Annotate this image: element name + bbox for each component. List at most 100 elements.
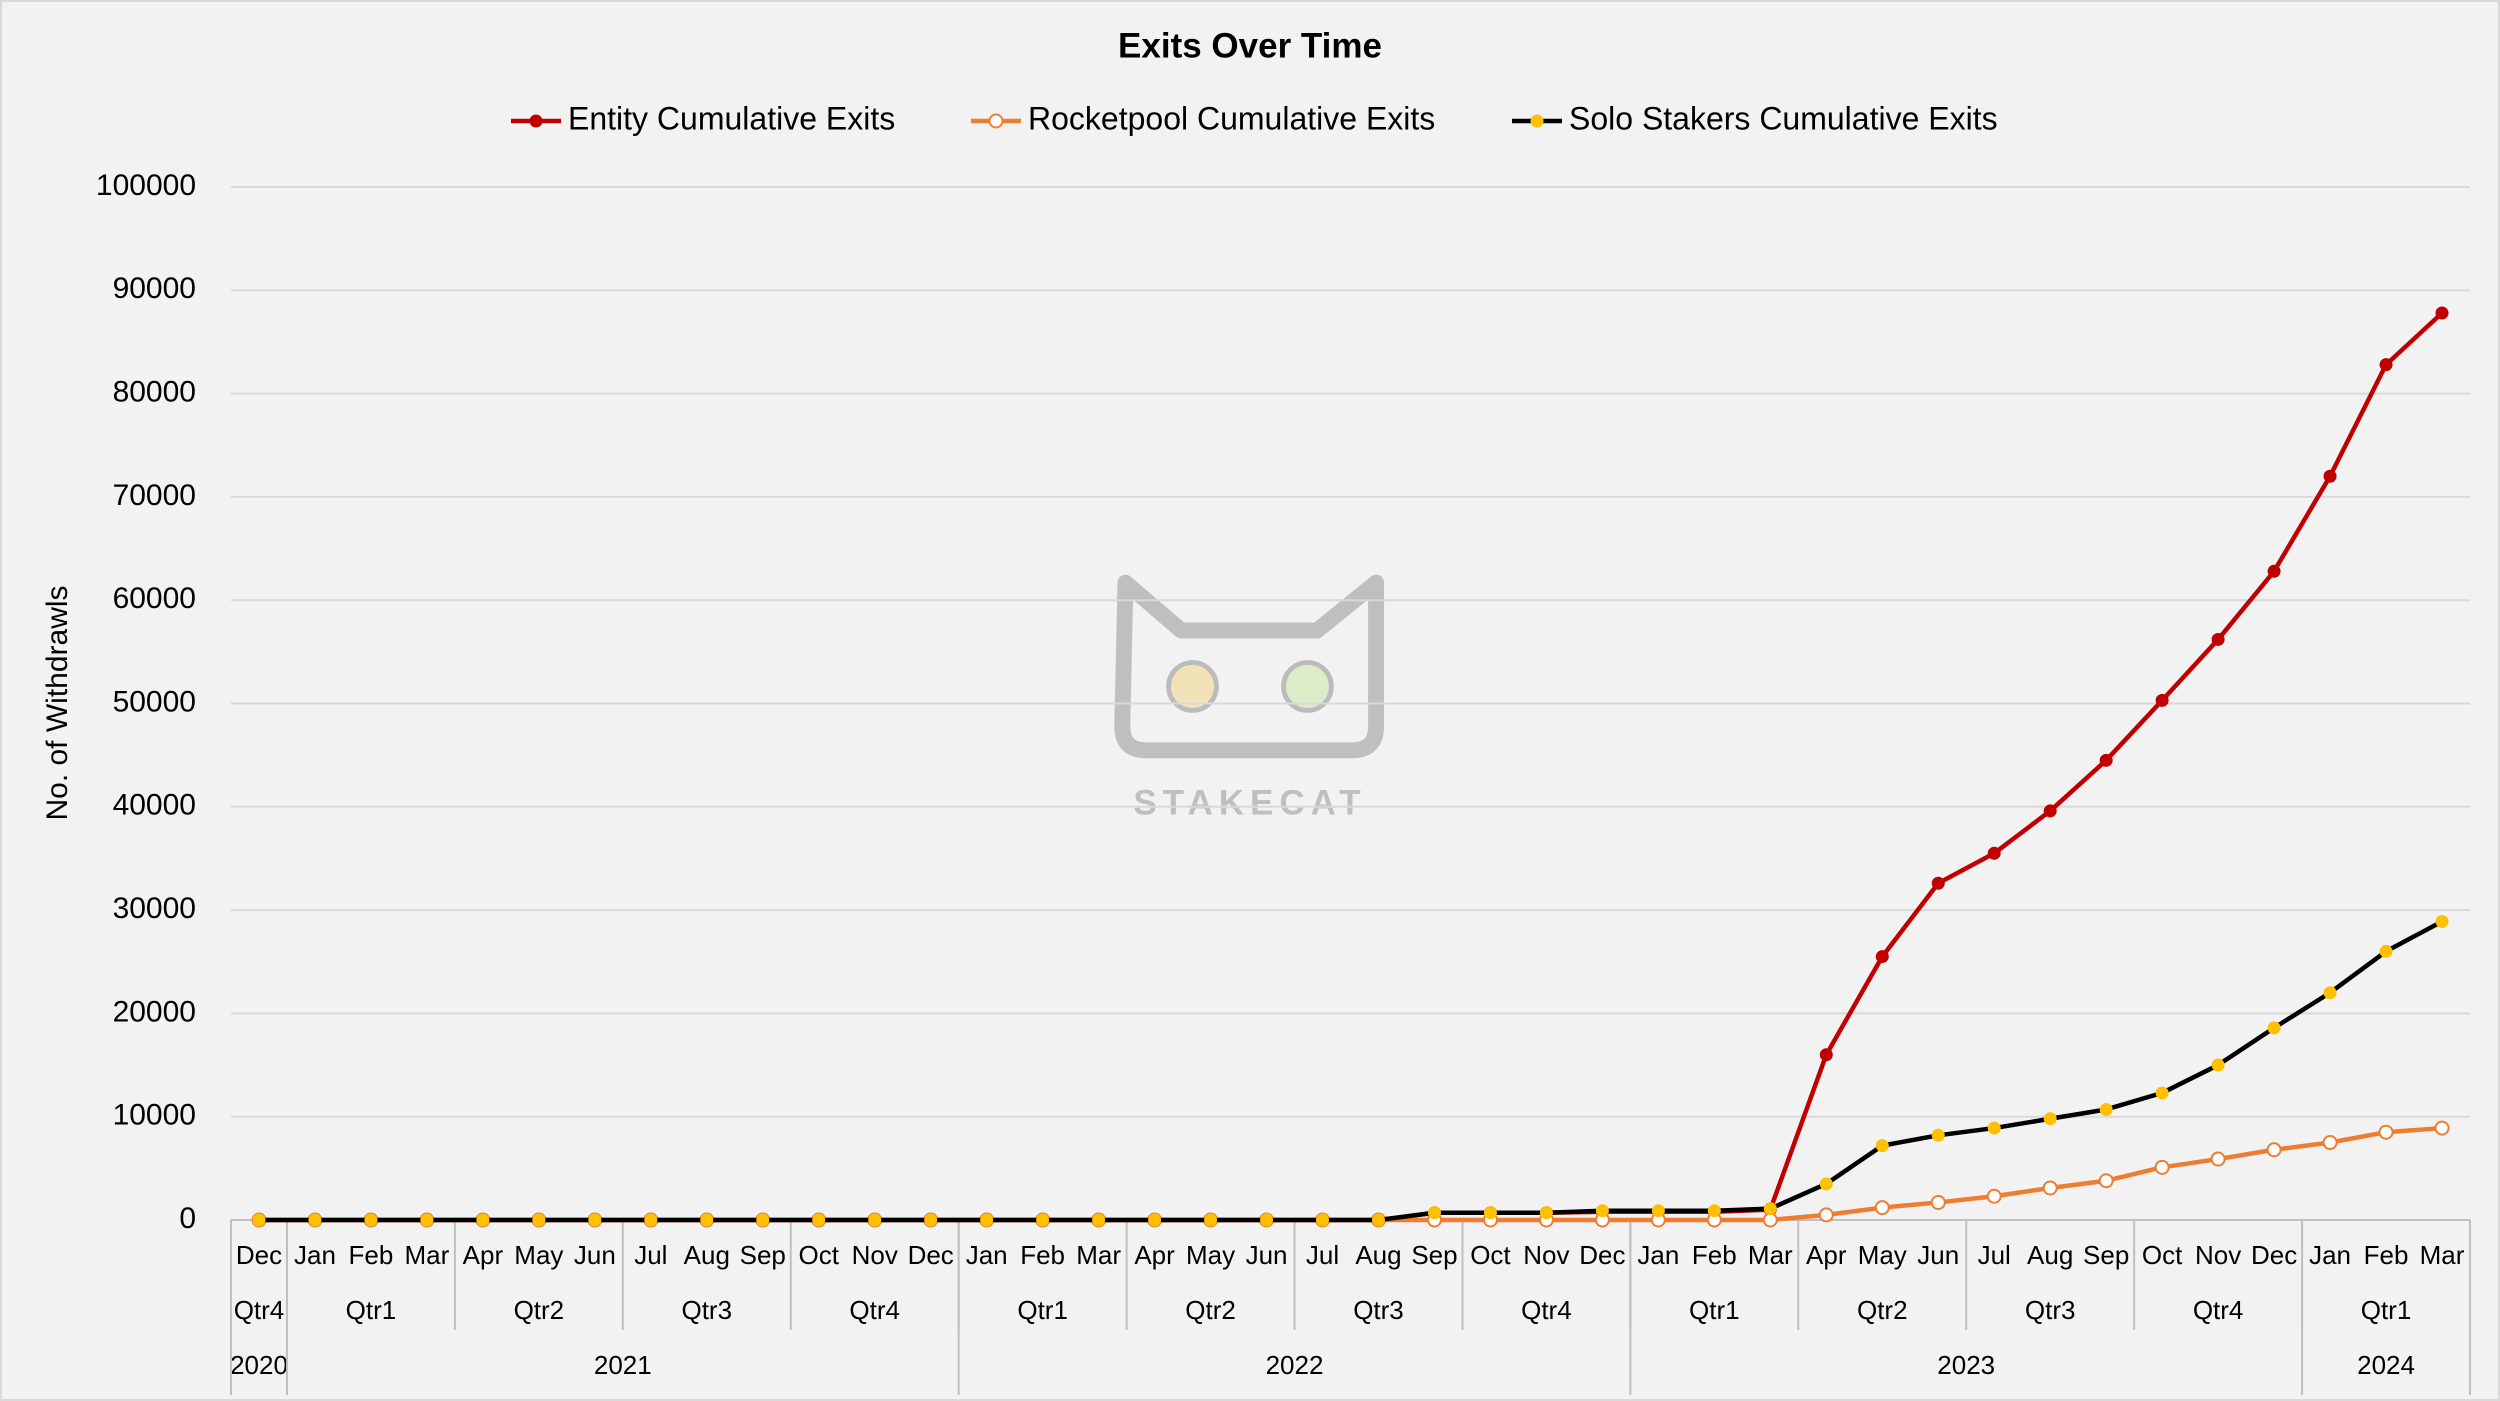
cat-eye: [1166, 660, 1219, 713]
series-marker: [1819, 1177, 1833, 1191]
series-marker: [2267, 564, 2281, 578]
series-marker: [1036, 1213, 1050, 1227]
year-label: 2020: [230, 1350, 288, 1380]
series-marker: [1986, 1188, 2002, 1204]
x-tick-label: Mar: [405, 1240, 450, 1270]
series-marker: [2322, 1135, 2338, 1151]
year-label: 2023: [1937, 1350, 1995, 1380]
watermark-text: STAKECAT: [1133, 783, 1366, 822]
series-marker: [1595, 1204, 1609, 1218]
series-marker: [1762, 1212, 1778, 1228]
x-tick-label: Nov: [1523, 1240, 1569, 1270]
series-marker: [1427, 1206, 1441, 1220]
series-marker: [2043, 1112, 2057, 1126]
series-marker: [1316, 1213, 1330, 1227]
x-tick-label: Apr: [1134, 1240, 1175, 1270]
x-tick-label: Jul: [634, 1240, 667, 1270]
quarter-label: Qtr2: [1857, 1295, 1908, 1325]
x-tick-label: Apr: [463, 1240, 504, 1270]
series-marker: [2099, 753, 2113, 767]
series-marker: [644, 1213, 658, 1227]
series-marker: [1987, 1121, 2001, 1135]
series-marker: [2155, 1086, 2169, 1100]
series-marker: [812, 1213, 826, 1227]
series-marker: [2323, 986, 2337, 1000]
watermark-logo: [1114, 574, 1385, 759]
series-marker: [2211, 1058, 2225, 1072]
x-tick-label: Sep: [1411, 1240, 1457, 1270]
x-tick-label: Jan: [966, 1240, 1008, 1270]
x-tick-label: Jul: [1306, 1240, 1339, 1270]
x-tick-label: Feb: [2364, 1240, 2409, 1270]
x-tick-label: May: [1186, 1240, 1235, 1270]
quarter-label: Qtr4: [234, 1295, 285, 1325]
x-tick-label: Jun: [1246, 1240, 1288, 1270]
quarter-label: Qtr1: [1017, 1295, 1068, 1325]
series-marker: [2323, 469, 2337, 483]
x-tick-label: Sep: [740, 1240, 786, 1270]
series-marker: [532, 1213, 546, 1227]
series-marker: [2154, 1159, 2170, 1175]
series-marker: [2434, 1120, 2450, 1136]
series-marker: [476, 1213, 490, 1227]
series-marker: [1539, 1206, 1553, 1220]
series-marker: [868, 1213, 882, 1227]
series-marker: [1987, 846, 2001, 860]
series-marker: [308, 1213, 322, 1227]
x-tick-label: May: [1858, 1240, 1907, 1270]
series-marker: [1931, 876, 1945, 890]
series-marker: [1930, 1194, 1946, 1210]
cat-outline: [1114, 574, 1385, 759]
x-tick-label: Apr: [1806, 1240, 1847, 1270]
legend-marker: [529, 114, 543, 128]
y-tick-label: 40000: [113, 789, 196, 822]
y-tick-label: 100000: [96, 169, 196, 202]
x-tick-label: Feb: [1692, 1240, 1737, 1270]
series-marker: [2266, 1142, 2282, 1158]
series-marker: [1371, 1213, 1385, 1227]
x-tick-label: Nov: [2195, 1240, 2241, 1270]
cat-eye: [1281, 660, 1334, 713]
x-tick-label: Aug: [2027, 1240, 2073, 1270]
x-tick-label: Nov: [852, 1240, 898, 1270]
legend-label: Solo Stakers Cumulative Exits: [1569, 100, 1998, 136]
x-tick-label: Jun: [1917, 1240, 1959, 1270]
x-tick-label: Dec: [2251, 1240, 2297, 1270]
x-tick-label: Dec: [236, 1240, 282, 1270]
y-tick-label: 20000: [113, 995, 196, 1028]
y-tick-label: 0: [179, 1202, 196, 1235]
x-tick-label: Jun: [574, 1240, 616, 1270]
quarter-label: Qtr4: [2193, 1295, 2244, 1325]
series-marker: [700, 1213, 714, 1227]
series-marker: [1818, 1207, 1834, 1223]
series-marker: [420, 1213, 434, 1227]
x-tick-label: Jan: [2309, 1240, 2351, 1270]
series-marker: [2210, 1151, 2226, 1167]
series-marker: [2211, 632, 2225, 646]
x-tick-label: Aug: [1355, 1240, 1401, 1270]
series-marker: [1819, 1048, 1833, 1062]
x-tick-label: Jan: [294, 1240, 336, 1270]
legend-label: Entity Cumulative Exits: [568, 100, 895, 136]
series-marker: [2435, 914, 2449, 928]
legend-marker: [1530, 114, 1544, 128]
series-marker: [1875, 950, 1889, 964]
x-tick-label: Aug: [684, 1240, 730, 1270]
x-tick-label: Mar: [1748, 1240, 1793, 1270]
y-tick-label: 90000: [113, 272, 196, 305]
quarter-label: Qtr3: [1353, 1295, 1404, 1325]
quarter-label: Qtr2: [1185, 1295, 1236, 1325]
y-tick-label: 70000: [113, 479, 196, 512]
x-tick-label: Feb: [1020, 1240, 1065, 1270]
series-marker: [1875, 1139, 1889, 1153]
series-marker: [364, 1213, 378, 1227]
series-marker: [980, 1213, 994, 1227]
x-tick-label: Oct: [2142, 1240, 2183, 1270]
series-marker: [2098, 1173, 2114, 1189]
x-tick-label: Dec: [1579, 1240, 1625, 1270]
legend-marker: [988, 113, 1004, 129]
x-tick-label: Oct: [1470, 1240, 1511, 1270]
series-marker: [2042, 1180, 2058, 1196]
y-tick-label: 10000: [113, 1099, 196, 1132]
series-marker: [2155, 693, 2169, 707]
